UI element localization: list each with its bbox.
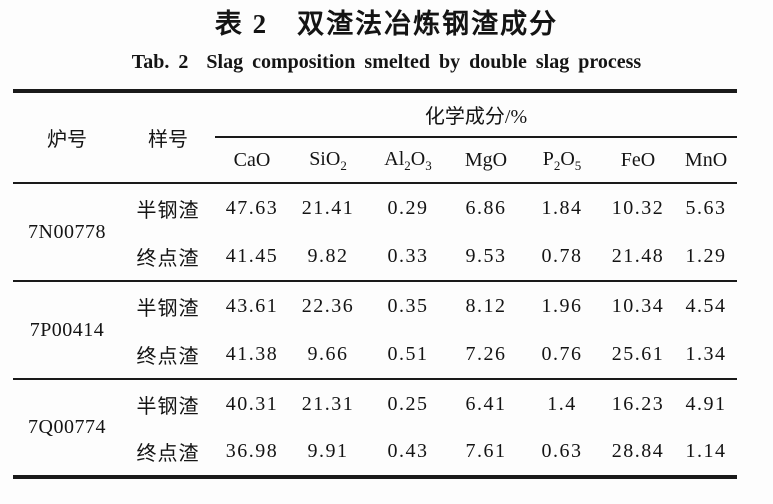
value-cell: 9.91 (307, 440, 349, 462)
value-cell: 4.91 (675, 378, 738, 428)
chem-subscript: 2 (340, 158, 347, 173)
value-cell: 43.61 (215, 280, 289, 330)
value-cell: 25.61 (611, 342, 665, 365)
sample-cell: 半钢渣 (121, 378, 215, 428)
chem-subscript: 2 (553, 158, 561, 173)
furnace-group-7Q00774: 7Q00774 半钢渣 40.31 21.31 0.25 6.41 1.4 16… (13, 378, 738, 477)
value-cell: 22.36 (289, 280, 367, 330)
value-cell: 9.53 (465, 244, 507, 267)
table-row: 7P00414 半钢渣 43.61 22.36 0.35 8.12 1.96 1… (13, 280, 738, 379)
chem-formula: Al (384, 148, 405, 170)
slag-composition-table: 炉号 样号 化学成分/% CaO SiO2 Al2O3 MgO P2O5 FeO… (13, 89, 738, 479)
chem-subscript: 3 (425, 158, 432, 173)
value-cell: 0.63 (541, 440, 583, 462)
value-cell: 0.29 (387, 196, 429, 219)
value-cell: 40.31 (215, 378, 289, 428)
chem-col-header-feo: FeO (601, 137, 675, 184)
sample-cell: 半钢渣 (121, 280, 215, 330)
chem-formula: MgO (464, 148, 508, 171)
furnace-group-7P00414: 7P00414 半钢渣 43.61 22.36 0.35 8.12 1.96 1… (13, 280, 738, 379)
chem-col-header-al2o3: Al2O3 (367, 137, 449, 184)
sample-cell: 终点渣 (136, 443, 200, 465)
value-cell: 0.76 (541, 342, 583, 365)
value-cell: 4.54 (675, 280, 738, 330)
value-cell: 41.38 (225, 342, 279, 365)
value-cell: 21.48 (611, 244, 665, 267)
header-row-group: 炉号 样号 化学成分/% (13, 91, 738, 184)
chem-col-header-cao: CaO (215, 137, 289, 184)
table-caption-chinese: 表 2 双渣法冶炼钢渣成分 (214, 9, 559, 39)
chem-formula: CaO (233, 148, 271, 171)
chemical-composition-group-header: 化学成分/% (215, 91, 738, 138)
chem-formula: SiO (309, 148, 341, 170)
value-cell: 6.41 (449, 378, 523, 428)
chem-subscript: 5 (574, 158, 582, 173)
value-cell: 9.82 (307, 244, 349, 267)
value-cell: 5.63 (685, 196, 727, 219)
table-row: 7Q00774 半钢渣 40.31 21.31 0.25 6.41 1.4 16… (13, 378, 738, 477)
sample-column-header: 样号 (121, 91, 215, 184)
value-cell: 10.34 (601, 280, 675, 330)
value-cell: 10.32 (611, 196, 665, 219)
value-cell: 41.45 (225, 244, 279, 267)
chem-formula: MnO (684, 148, 728, 171)
value-cell: 0.25 (367, 378, 449, 428)
sample-cell: 半钢渣 (136, 199, 200, 222)
value-cell: 0.35 (367, 280, 449, 330)
chem-formula: O (410, 148, 426, 170)
value-cell: 1.29 (685, 244, 727, 267)
value-cell: 1.34 (685, 342, 727, 365)
value-cell: 28.84 (611, 440, 665, 462)
value-cell: 0.43 (387, 440, 429, 462)
value-cell: 1.4 (523, 378, 601, 428)
value-cell: 1.84 (541, 196, 583, 219)
furnace-cell: 7P00414 (13, 280, 121, 379)
sample-cell: 终点渣 (136, 345, 200, 368)
value-cell: 16.23 (601, 378, 675, 428)
table-row: 终点渣 36.98 9.91 0.43 7.61 0.63 28.84 1.14 (13, 428, 737, 477)
chem-subscript: 2 (404, 158, 411, 173)
chem-col-header-sio2: SiO2 (289, 137, 367, 184)
sample-cell: 终点渣 (136, 247, 200, 270)
table-row: 7N00778 半钢渣 47.63 21.41 0.29 6.86 1.84 1… (13, 183, 737, 243)
header-row-chemicals: CaO SiO2 Al2O3 MgO P2O5 FeO MnO (13, 137, 738, 184)
value-cell: 7.61 (465, 440, 507, 462)
value-cell: 8.12 (449, 280, 523, 330)
value-cell: 47.63 (225, 196, 279, 219)
value-cell: 21.41 (301, 196, 355, 219)
furnace-group-7N00778: 7N00778 半钢渣 47.63 21.41 0.29 6.86 1.84 1… (13, 183, 737, 281)
value-cell: 0.51 (387, 342, 429, 365)
table-row: 终点渣 41.45 9.82 0.33 9.53 0.78 21.48 1.29 (13, 232, 737, 281)
chem-formula: O (560, 148, 575, 170)
table-caption-english: Tab. 2 Slag composition smelted by doubl… (131, 51, 642, 73)
value-cell: 7.26 (465, 342, 507, 365)
furnace-cell: 7Q00774 (13, 378, 121, 477)
value-cell: 1.14 (685, 440, 727, 462)
chem-col-header-mno: MnO (675, 137, 738, 184)
furnace-cell: 7N00778 (28, 220, 106, 243)
value-cell: 6.86 (465, 196, 507, 219)
chem-formula: FeO (620, 148, 656, 171)
furnace-column-header: 炉号 (13, 91, 121, 184)
table-row: 终点渣 41.38 9.66 0.51 7.26 0.76 25.61 1.34 (13, 330, 737, 379)
value-cell: 0.33 (387, 244, 429, 267)
value-cell: 9.66 (307, 342, 349, 365)
value-cell: 0.78 (541, 244, 583, 267)
chem-formula: P (542, 148, 554, 170)
chem-col-header-p2o5: P2O5 (523, 137, 601, 184)
value-cell: 36.98 (225, 440, 279, 462)
value-cell: 21.31 (289, 378, 367, 428)
value-cell: 1.96 (523, 280, 601, 330)
chem-col-header-mgo: MgO (449, 137, 523, 184)
